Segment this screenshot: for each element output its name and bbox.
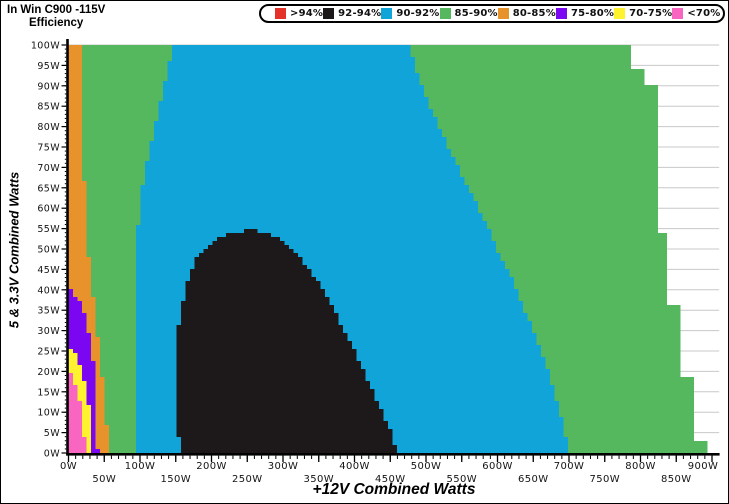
x-tick-label: 250W: [232, 474, 263, 485]
legend-label: <70%: [687, 8, 721, 19]
x-tick-label: 550W: [446, 474, 477, 485]
x-tick-label: 350W: [303, 474, 334, 485]
legend-label: 90-92%: [396, 8, 440, 19]
chart-title: In Win C900 -115V: [7, 4, 106, 16]
y-tick-label: 75W: [37, 143, 60, 154]
legend-item: 75-80%: [555, 8, 615, 19]
y-tick-label: 15W: [37, 387, 60, 398]
y-tick-label: 5W: [44, 428, 60, 439]
chart-subtitle: Efficiency: [29, 17, 84, 29]
legend-item: 80-85%: [497, 8, 556, 19]
y-tick-label: 65W: [37, 183, 60, 194]
legend-item: <70%: [672, 8, 720, 19]
legend-item: 85-90%: [439, 8, 498, 19]
x-tick-label: 100W: [125, 461, 156, 472]
x-tick-label: 500W: [411, 461, 442, 472]
y-tick-label: 90W: [37, 81, 60, 92]
region-eff-92-94: [176, 229, 397, 453]
x-tick-label: 700W: [554, 461, 585, 472]
legend-label: 75-80%: [570, 8, 615, 19]
legend-swatch: [497, 8, 509, 19]
tick-marks: [61, 44, 713, 462]
legend-label: 85-90%: [454, 8, 498, 19]
x-tick-label: 800W: [625, 461, 656, 472]
x-tick-label: 50W: [92, 474, 116, 485]
y-tick-label: 100W: [31, 41, 60, 52]
y-tick-label: 85W: [37, 102, 60, 113]
y-tick-label: 10W: [37, 408, 60, 419]
legend-swatch: [672, 8, 684, 19]
y-tick-label: 35W: [37, 306, 60, 317]
x-axis-line: [66, 453, 720, 456]
y-tick-label: 50W: [37, 245, 60, 256]
y-tick-labels: 0W 5W 10W 15W 20W 25W 30W 35W 40W 45W 50W 55W 60W 65W…: [31, 41, 60, 460]
legend-swatch: [381, 8, 393, 19]
y-tick-label: 55W: [37, 224, 60, 235]
x-tick-label: 650W: [518, 474, 549, 485]
y-tick-label: 45W: [37, 265, 60, 276]
legend-item: 90-92%: [381, 8, 439, 19]
y-tick-label: 70W: [37, 163, 60, 174]
y-tick-label: 25W: [37, 347, 60, 358]
legend-item: 70-75%: [614, 8, 672, 19]
x-tick-label: 750W: [589, 474, 620, 485]
x-tick-label: 850W: [661, 474, 692, 485]
legend-swatch: [555, 8, 567, 19]
y-tick-label: 60W: [37, 204, 60, 215]
y-tick-label: 80W: [37, 122, 60, 133]
axes: [66, 39, 720, 456]
x-tick-label: 400W: [339, 461, 370, 472]
y-tick-label: 30W: [37, 326, 60, 337]
y-tick-label: 0W: [44, 449, 60, 460]
y-tick-label: 40W: [37, 285, 60, 296]
x-tick-label: 600W: [482, 461, 513, 472]
y-axis-line: [66, 39, 69, 456]
legend-label: 70-75%: [629, 8, 673, 19]
x-tick-label: 450W: [375, 474, 406, 485]
legend-item: >94%: [275, 8, 323, 19]
x-tick-label: 900W: [688, 461, 719, 472]
legend-swatch: [439, 8, 451, 19]
legend-label: 92-94%: [338, 8, 382, 19]
legend-swatch: [323, 8, 335, 19]
x-tick-label: 0W: [60, 461, 77, 472]
x-axis-title: +12V Combined Watts: [312, 481, 476, 498]
y-axis-title-text: 5 & 3.3V Combined Watts: [6, 171, 22, 329]
region-eff-lt-70: [68, 373, 87, 453]
x-tick-label: 200W: [196, 461, 227, 472]
y-tick-label: 95W: [37, 61, 60, 72]
legend: >94% 92-94% 90-92% 85-90% 80-85% 75-80% 70-75%…: [259, 4, 725, 23]
x-tick-label: 300W: [268, 461, 299, 472]
x-tick-labels: 0W 50W 100W 150W 200W 250W 300W 350W 400W 450W 500…: [60, 461, 718, 485]
legend-label: >94%: [290, 8, 324, 19]
legend-item: 92-94%: [323, 8, 381, 19]
efficiency-regions: [68, 45, 708, 453]
x-tick-label: 150W: [160, 474, 191, 485]
legend-swatch: [614, 8, 626, 19]
legend-swatch: [275, 8, 286, 19]
legend-label: 80-85%: [512, 8, 556, 19]
y-tick-label: 20W: [37, 367, 60, 378]
title-block: In Win C900 -115V Efficiency: [7, 4, 105, 30]
